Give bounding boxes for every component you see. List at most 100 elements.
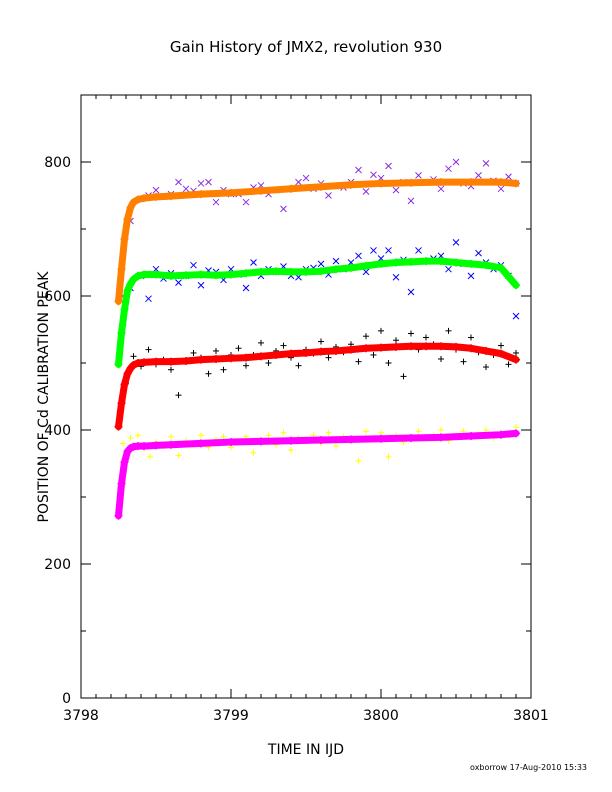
series-7-point	[152, 441, 160, 450]
series-4-point	[130, 353, 137, 360]
series-4-point	[205, 370, 212, 377]
series-5-point	[123, 369, 132, 378]
series-5-point	[482, 346, 490, 355]
series-1-point	[123, 214, 132, 223]
series-0-point	[497, 185, 505, 193]
series-1-point	[407, 178, 415, 187]
series-2-point	[190, 261, 197, 269]
plot-marks	[114, 158, 520, 520]
series-6-point	[175, 452, 182, 459]
series-6-point	[333, 443, 339, 450]
series-4-point	[243, 362, 249, 369]
series-0-point	[355, 166, 362, 174]
series-1-point	[197, 190, 205, 199]
series-2-point	[445, 265, 452, 273]
series-3-point	[117, 328, 126, 337]
series-1-point	[347, 180, 355, 189]
series-7-point	[197, 439, 205, 448]
series-2-point	[415, 247, 422, 254]
series-3-point	[287, 267, 295, 276]
x-tick-label: 3799	[213, 708, 249, 724]
series-4-point	[213, 347, 219, 354]
series-4-point	[235, 345, 242, 352]
series-0-point	[302, 174, 310, 182]
series-3-point	[123, 286, 132, 295]
series-0-point	[445, 165, 452, 173]
series-7-point	[287, 436, 295, 445]
series-6-point	[363, 428, 369, 435]
series-5-point	[407, 342, 415, 351]
series-3-point	[347, 263, 355, 272]
series-7-point	[437, 433, 445, 442]
series-2-point	[242, 284, 250, 292]
series-6-point	[288, 447, 294, 454]
series-2-point	[332, 257, 340, 265]
series-2	[119, 239, 520, 327]
series-1-point	[126, 203, 135, 212]
series-2-point	[197, 281, 205, 289]
series-2-point	[250, 259, 257, 266]
series-5-point	[377, 343, 385, 352]
series-5-point	[437, 342, 445, 351]
series-0-point	[452, 158, 460, 166]
series-3-point	[140, 270, 148, 279]
series-3-point	[392, 258, 400, 267]
series-4-point	[168, 366, 174, 373]
series-7-point	[114, 511, 123, 520]
series-6-point	[168, 433, 174, 440]
series-5-fit-band	[115, 342, 520, 431]
series-5-point	[452, 342, 460, 351]
series-5-point	[227, 354, 235, 363]
series-3-point	[167, 271, 175, 280]
series-0-point	[212, 198, 220, 206]
series-5-point	[392, 342, 400, 351]
series-3-point	[212, 271, 220, 280]
series-4-point	[145, 346, 152, 353]
series-3-point	[182, 271, 190, 280]
series-2-point	[145, 295, 152, 303]
series-5-point	[257, 352, 265, 361]
series-3-point	[114, 360, 123, 369]
series-5-point	[272, 350, 280, 359]
series-4-point	[220, 366, 227, 373]
series-0-point	[392, 186, 400, 194]
series-1-point	[512, 179, 520, 188]
series-0-point	[475, 172, 482, 179]
series-7-point	[497, 430, 505, 439]
series-2-point	[175, 279, 182, 286]
series-6-point	[120, 440, 126, 447]
series-5-point	[287, 349, 295, 358]
series-3-point	[257, 267, 265, 276]
series-3-point	[197, 270, 205, 279]
series-7-point	[140, 442, 148, 451]
series-0-point	[407, 197, 415, 205]
series-0-point	[175, 178, 182, 186]
series-2-point	[467, 272, 475, 280]
series-2-point	[370, 247, 377, 254]
series-4-point	[513, 349, 519, 356]
series-0-point	[242, 198, 250, 206]
series-4-point	[408, 330, 414, 337]
series-3-point	[129, 275, 138, 284]
series-1-point	[287, 184, 295, 193]
series-1-point	[437, 178, 445, 187]
series-7-point	[257, 437, 265, 446]
series-4-point	[325, 354, 332, 361]
series-3	[114, 257, 520, 369]
y-axis-label: POSITION OF Cd CALIBRATION PEAK	[36, 271, 52, 523]
series-4-point	[265, 360, 272, 366]
x-tick-label: 3801	[513, 708, 549, 724]
series-3-point	[422, 257, 430, 266]
series-0-point	[505, 173, 512, 181]
series-3-point	[332, 265, 340, 274]
series-1-point	[467, 178, 475, 187]
series-0-point	[325, 192, 332, 199]
series-4-point	[468, 334, 474, 341]
series-7-fit-band	[115, 429, 520, 520]
series-1-point	[134, 195, 142, 204]
series-6-point	[220, 433, 227, 440]
series-6-point	[135, 432, 141, 439]
series-1-point	[497, 178, 505, 187]
series-0-point	[182, 185, 190, 193]
series-3-point	[134, 271, 142, 280]
